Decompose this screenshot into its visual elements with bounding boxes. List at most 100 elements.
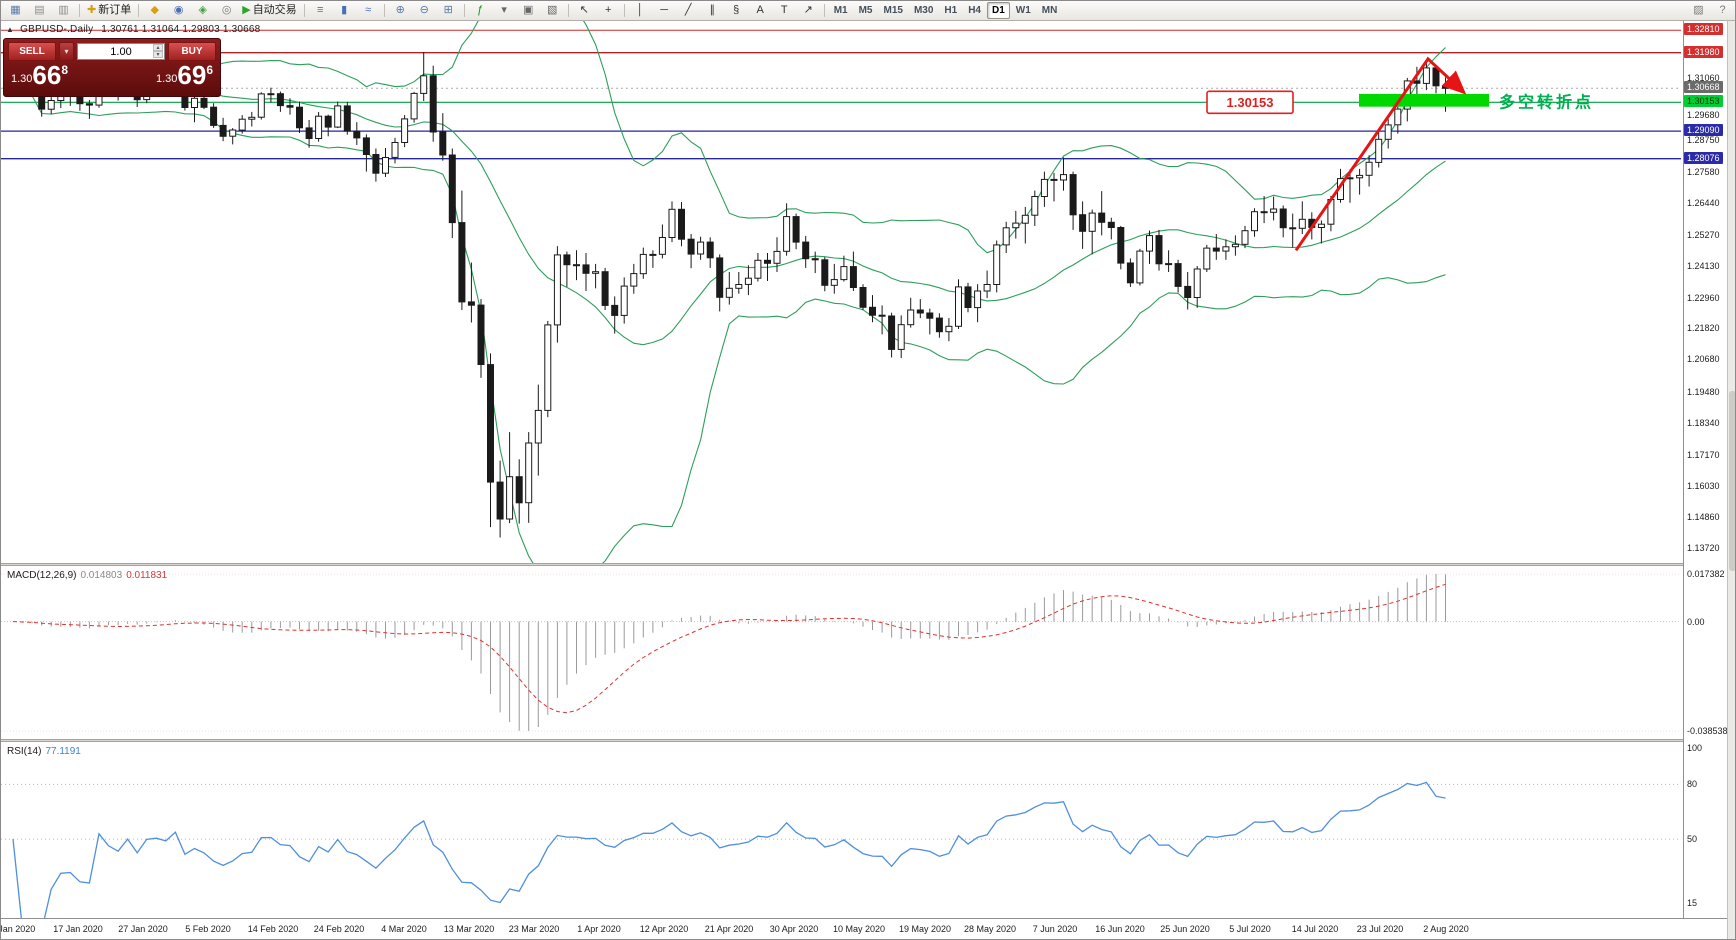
- date-tick-label: 4 Mar 2020: [381, 924, 427, 934]
- macd-canvas[interactable]: [1, 566, 1683, 739]
- autotrading-button-label: 自动交易: [252, 4, 297, 16]
- channel-icon[interactable]: ∥: [701, 2, 724, 20]
- sell-price-button[interactable]: 1.30 66 8: [11, 60, 69, 90]
- rsi-axis-label: 50: [1687, 834, 1698, 844]
- panel-splitter[interactable]: [1, 563, 1735, 566]
- scrollbar-thumb[interactable]: [1729, 391, 1735, 571]
- symbol-period-label: GBPUSD-.Daily: [20, 24, 94, 35]
- price-tick-label: 1.28750: [1687, 135, 1720, 145]
- chart-canvas[interactable]: 1.30153 多空转折点: [1, 21, 1683, 563]
- zoom-in-icon[interactable]: ⊕: [389, 2, 412, 20]
- autotrading-button[interactable]: ▶ 自动交易: [239, 2, 299, 20]
- label-icon[interactable]: T: [773, 2, 796, 20]
- toolbar-separator: [567, 4, 569, 17]
- save-icon: ▥: [58, 4, 69, 16]
- timeframe-button-m1[interactable]: M1: [833, 5, 848, 16]
- buy-price-button[interactable]: 1.30 69 6: [155, 60, 213, 90]
- fibonacci-icon[interactable]: §: [725, 2, 748, 20]
- data-window-icon: ◈: [198, 4, 207, 16]
- docking-icon[interactable]: ▨: [1687, 2, 1710, 20]
- zoom-in-icon: ⊕: [395, 4, 405, 16]
- trendline-icon[interactable]: ╱: [677, 2, 700, 20]
- text-icon[interactable]: A: [749, 2, 772, 20]
- vertical-line-icon: │: [636, 4, 644, 16]
- annotation-text[interactable]: 多空转折点: [1499, 92, 1594, 111]
- date-tick-label: 23 Mar 2020: [508, 924, 560, 934]
- text-icon: A: [756, 4, 764, 16]
- price-tag-label: 1.30153: [1227, 95, 1274, 110]
- zoom-out-icon[interactable]: ⊖: [413, 2, 436, 20]
- line-chart-icon[interactable]: ≈: [357, 2, 380, 20]
- arrows-icon[interactable]: ↗: [797, 2, 820, 20]
- panel-splitter[interactable]: [1, 739, 1735, 742]
- save-icon[interactable]: ▥: [52, 2, 75, 20]
- date-tick-label: 12 Apr 2020: [639, 924, 689, 934]
- date-tick-label: 14 Jul 2020: [1291, 924, 1339, 934]
- indicators-dropdown-icon[interactable]: ▾: [493, 2, 516, 20]
- price-tick-label: 1.27580: [1687, 167, 1720, 177]
- candlestick-chart-icon[interactable]: ▮: [333, 2, 356, 20]
- macd-histogram: [22, 574, 1446, 731]
- crosshair-icon[interactable]: +: [597, 2, 620, 20]
- price-tick-label: 1.19480: [1687, 387, 1720, 397]
- date-tick-label: 7 Jun 2020: [1032, 924, 1078, 934]
- periods-dropdown-icon[interactable]: ▣: [517, 2, 540, 20]
- timeframe-button-mn[interactable]: MN: [1041, 5, 1058, 16]
- price-tick-label: 1.17170: [1687, 450, 1720, 460]
- timeframe-button-h1[interactable]: H1: [944, 5, 958, 16]
- timeframe-button-h4[interactable]: H4: [968, 5, 981, 16]
- strategy-tester-icon[interactable]: ◎: [215, 2, 238, 20]
- timeframe-button-w1[interactable]: W1: [1015, 5, 1031, 16]
- templates-icon[interactable]: ▧: [541, 2, 564, 20]
- horizontal-line-icon[interactable]: ─: [653, 2, 676, 20]
- vertical-scrollbar[interactable]: [1727, 1, 1735, 939]
- timeframe-button-d1[interactable]: D1: [987, 2, 1010, 19]
- toolbar-separator: [303, 4, 305, 17]
- market-watch-icon: ◉: [173, 4, 184, 16]
- date-tick-label: 1 Apr 2020: [577, 924, 621, 934]
- new-chart-icon[interactable]: ▦: [4, 2, 27, 20]
- tile-windows-icon[interactable]: ⊞: [437, 2, 460, 20]
- price-tick-label: 1.29680: [1687, 110, 1720, 120]
- rsi-axis-label: 15: [1687, 898, 1698, 908]
- horizontal-line-icon: ─: [660, 4, 669, 16]
- market-watch-icon[interactable]: ◉: [167, 2, 190, 20]
- indicators-icon[interactable]: ƒ: [469, 2, 492, 20]
- price-level-badge: 1.29090: [1684, 124, 1723, 136]
- date-tick-label: 5 Jul 2020: [1229, 924, 1271, 934]
- order-type-dropdown[interactable]: ▾: [59, 42, 74, 61]
- timeframe-button-m5[interactable]: M5: [858, 5, 873, 16]
- open-file-icon: ▤: [34, 4, 45, 16]
- volume-down-icon[interactable]: ▾: [153, 51, 163, 58]
- alerts-icon[interactable]: ◆: [143, 2, 166, 20]
- open-file-icon[interactable]: ▤: [28, 2, 51, 20]
- strategy-tester-icon: ◎: [221, 4, 232, 16]
- buy-button[interactable]: BUY: [168, 42, 216, 61]
- bollinger-upper-band: [12, 21, 1446, 254]
- price-tag-box[interactable]: [1206, 90, 1294, 115]
- volume-input[interactable]: 1.00 ▴ ▾: [77, 43, 165, 60]
- price-tick-label: 1.22960: [1687, 293, 1720, 303]
- autotrading-button: ▶: [242, 4, 251, 16]
- new-order-button[interactable]: ✚ 新订单: [84, 2, 134, 20]
- collapse-panel-icon[interactable]: ▲: [6, 25, 15, 34]
- timeframe-button-m15[interactable]: M15: [883, 5, 903, 16]
- price-tick-label: 1.13720: [1687, 543, 1720, 553]
- data-window-icon[interactable]: ◈: [191, 2, 214, 20]
- trend-arrow[interactable]: [1294, 56, 1467, 252]
- trendline-icon: ╱: [684, 4, 692, 16]
- volume-up-icon[interactable]: ▴: [153, 44, 163, 51]
- cursor-icon[interactable]: ↖: [573, 2, 596, 20]
- vertical-line-icon[interactable]: │: [629, 2, 652, 20]
- ohlc-bars-icon[interactable]: ≡: [309, 2, 332, 20]
- help-icon[interactable]: ?: [1711, 2, 1734, 20]
- price-tick-label: 1.18340: [1687, 418, 1720, 428]
- sell-button[interactable]: SELL: [8, 42, 56, 61]
- chart-title: ▲ GBPUSD-.Daily 1.30761 1.31064 1.29803 …: [6, 24, 260, 35]
- timeframe-button-m30[interactable]: M30: [913, 5, 934, 16]
- price-axis: 1.31060 1.29680 1.28750 1.27580 1.26440 1.252…: [1683, 1, 1728, 918]
- date-axis: 8 Jan 2020 17 Jan 2020 27 Jan 2020 5 Feb 20…: [1, 918, 1727, 939]
- rsi-canvas[interactable]: [1, 742, 1683, 918]
- turning-point-rectangle[interactable]: [1359, 93, 1489, 107]
- price-tick-label: 1.24130: [1687, 261, 1720, 271]
